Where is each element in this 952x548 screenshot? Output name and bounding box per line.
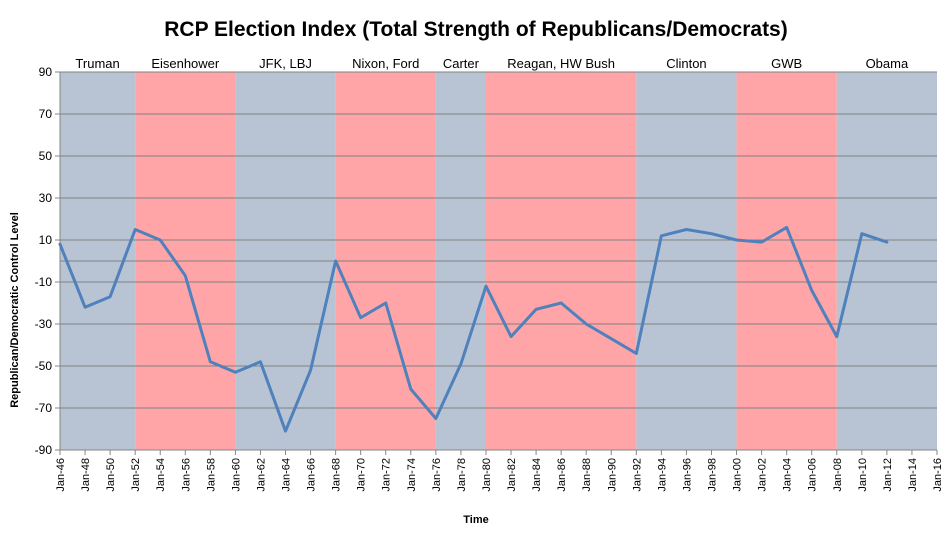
y-tick-label: 10	[39, 233, 53, 247]
x-tick-label: Jan-10	[857, 458, 869, 492]
x-tick-label: Jan-02	[757, 458, 769, 492]
x-tick-label: Jan-82	[506, 458, 518, 492]
x-tick-label: Jan-84	[531, 458, 543, 492]
x-tick-label: Jan-00	[732, 458, 744, 492]
band-label: Carter	[443, 56, 480, 71]
x-tick-label: Jan-52	[130, 458, 142, 492]
axes	[55, 71, 938, 455]
x-tick-label: Jan-60	[230, 458, 242, 492]
x-tick-label: Jan-80	[481, 458, 493, 492]
band-label: Obama	[866, 56, 909, 71]
x-tick-label: Jan-86	[556, 458, 568, 492]
x-axis-label: Time	[463, 514, 489, 526]
x-tick-label: Jan-72	[381, 458, 393, 492]
x-tick-label: Jan-98	[706, 458, 718, 492]
y-tick-label: -70	[35, 401, 53, 415]
gridlines	[60, 71, 937, 451]
administration-labels: Truman Eisenhower JFK, LBJ Nixon, Ford Carte…	[75, 56, 909, 71]
series-line	[58, 225, 889, 433]
band-label: Eisenhower	[151, 56, 220, 71]
x-tick-label: Jan-78	[456, 458, 468, 492]
x-tick-label: Jan-58	[205, 458, 217, 492]
band-label: Nixon, Ford	[352, 56, 419, 71]
y-tick-label: -50	[35, 359, 53, 373]
x-tick-label: Jan-48	[80, 458, 92, 492]
x-tick-label: Jan-12	[882, 458, 894, 492]
x-tick-label: Jan-76	[431, 458, 443, 492]
x-tick-label: Jan-96	[681, 458, 693, 492]
band-label: JFK, LBJ	[259, 56, 312, 71]
x-tick-label: Jan-66	[306, 458, 318, 492]
x-tick-label: Jan-70	[356, 458, 368, 492]
band-label: Truman	[75, 56, 119, 71]
x-tick-label: Jan-16	[932, 458, 944, 492]
band-label: Reagan, HW Bush	[507, 56, 615, 71]
x-tick-label: Jan-68	[331, 458, 343, 492]
chart-title: RCP Election Index (Total Strength of Re…	[164, 18, 788, 41]
y-tick-label: 30	[39, 191, 53, 205]
x-tick-label: Jan-62	[255, 458, 267, 492]
band-label: Clinton	[666, 56, 706, 71]
y-tick-labels: 90 70 50 30 10 -10 -30 -50 -70 -90	[35, 65, 53, 457]
x-tick-label: Jan-50	[105, 458, 117, 492]
y-tick-label: 90	[39, 65, 53, 79]
y-tick-label: -10	[35, 275, 53, 289]
x-tick-labels: Jan-46 Jan-48 Jan-50 Jan-52 Jan-54 Jan-56 Jan-…	[55, 458, 944, 492]
y-tick-label: 50	[39, 149, 53, 163]
x-tick-label: Jan-92	[631, 458, 643, 492]
y-tick-label: -30	[35, 317, 53, 331]
x-tick-label: Jan-74	[406, 458, 418, 492]
y-tick-label: -90	[35, 443, 53, 457]
x-tick-label: Jan-46	[55, 458, 67, 492]
x-tick-label: Jan-54	[155, 458, 167, 492]
x-tick-label: Jan-04	[782, 458, 794, 492]
y-tick-label: 70	[39, 107, 53, 121]
x-tick-label: Jan-90	[606, 458, 618, 492]
x-tick-label: Jan-06	[807, 458, 819, 492]
x-tick-label: Jan-94	[656, 458, 668, 492]
x-tick-label: Jan-08	[832, 458, 844, 492]
x-tick-label: Jan-56	[180, 458, 192, 492]
x-tick-label: Jan-64	[281, 458, 293, 492]
x-tick-label: Jan-88	[581, 458, 593, 492]
band-label: GWB	[771, 56, 802, 71]
x-tick-label: Jan-14	[907, 458, 919, 492]
series-layer	[58, 225, 889, 433]
